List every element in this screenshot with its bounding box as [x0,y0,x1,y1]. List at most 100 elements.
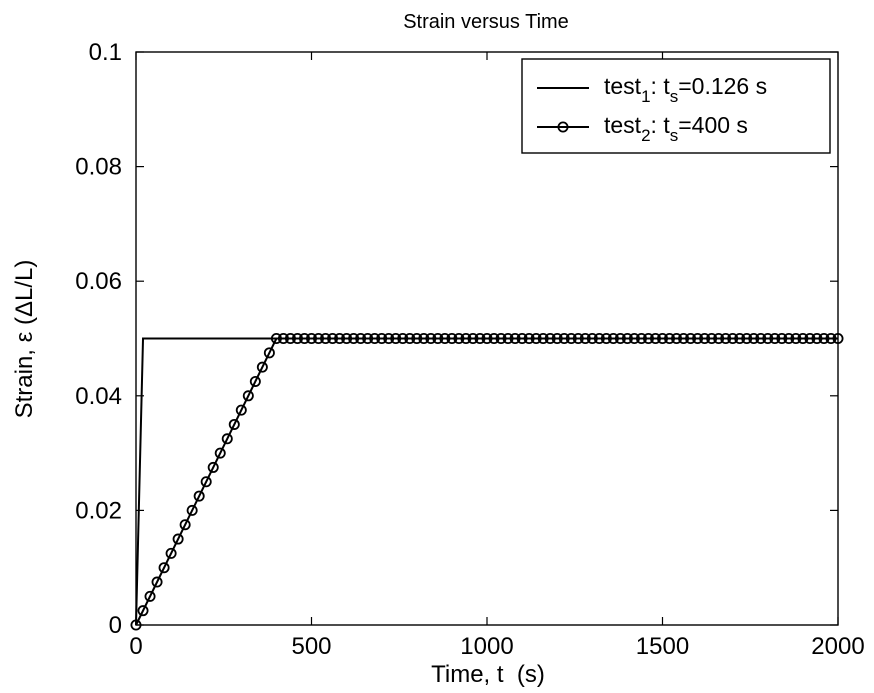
series-2-point [355,332,367,344]
series-2-point [200,476,212,488]
series-2-point [313,332,325,344]
series-2-point [755,332,767,344]
series-2-point [263,347,275,359]
series-2-point [439,332,451,344]
series-2-point [474,332,486,344]
series-2-point [713,332,725,344]
series-2-point [699,332,711,344]
series-2-point [551,332,563,344]
series-2-point [621,332,633,344]
legend-label-1: test1: ts=0.126 s [604,73,767,106]
series-2-point [685,332,697,344]
series-2-point [825,332,837,344]
series-2-point [277,332,289,344]
series-2-point [516,332,528,344]
series-2-point [481,332,493,344]
series-2-point [607,332,619,344]
y-axis-label: Strain, ε (ΔL/L) [11,260,38,419]
series-2-point [678,332,690,344]
series-2-point [818,332,830,344]
series-2-point [642,332,654,344]
legend-marker-2 [557,121,569,133]
series-2-point [270,332,282,344]
series-2-point [558,332,570,344]
series-2-point [151,576,163,588]
series-2-point [137,605,149,617]
series-2-point [628,332,640,344]
series-2-point [362,332,374,344]
series-2-point [593,332,605,344]
series-2-point [284,332,296,344]
series-2-point [249,375,261,387]
series-2-point [586,332,598,344]
series-2-point [797,332,809,344]
y-tick-label: 0.06 [75,268,122,295]
x-tick-label: 1500 [636,633,689,660]
series-2-point [502,332,514,344]
series-2-point [327,332,339,344]
series-2-point [383,332,395,344]
series-2-point [649,332,661,344]
series-2-point [720,332,732,344]
series-2-point [390,332,402,344]
series-2-point [748,332,760,344]
series-2-point [179,519,191,531]
series-2-point [165,547,177,559]
series-2-point [769,332,781,344]
series-2-point [537,332,549,344]
series-2-point [488,332,500,344]
x-axis: 0 500 1000 1500 2000 [129,52,865,660]
series-2-point [221,433,233,445]
series-2-point [404,332,416,344]
series-2-point [432,332,444,344]
series-2-point [425,332,437,344]
series-2-point [235,404,247,416]
chart-title: Strain versus Time [403,11,569,33]
series-2-point [305,332,317,344]
series-2-point [600,332,612,344]
series-2-point [298,332,310,344]
series-2-point [727,332,739,344]
x-tick-label: 2000 [811,633,864,660]
series-2-point [572,332,584,344]
series-2-point [334,332,346,344]
series-2-point [242,390,254,402]
series-2-point [158,562,170,574]
series-2-point [256,361,268,373]
series-2-point [523,332,535,344]
series-2-point [411,332,423,344]
series-2-point [460,332,472,344]
series-2-point [228,418,240,430]
y-tick-label: 0 [109,612,122,639]
series-2-point [530,332,542,344]
series-2-point [214,447,226,459]
series-2-point [495,332,507,344]
y-tick-label: 0.04 [75,383,122,410]
series-2-point [706,332,718,344]
series-2-point [692,332,704,344]
y-axis: 0 0.02 0.04 0.06 0.08 0.1 [75,39,838,639]
series-2-point [130,619,142,631]
series-2-point [467,332,479,344]
series-2-point [341,332,353,344]
series-2-point [291,332,303,344]
series-2-point [207,461,219,473]
series-2-point [186,504,198,516]
series-2-point [776,332,788,344]
y-tick-label: 0.08 [75,154,122,181]
series-group [130,332,844,631]
y-tick-label: 0.02 [75,497,122,524]
x-tick-label: 0 [129,633,142,660]
series-2-point [369,332,381,344]
series-2-point [544,332,556,344]
series-2-point [509,332,521,344]
series-2-point [671,332,683,344]
series-2-point [320,332,332,344]
series-2-point [664,332,676,344]
series-2-point [193,490,205,502]
x-tick-label: 1000 [460,633,513,660]
y-tick-label: 0.1 [89,39,122,66]
series-2-point [397,332,409,344]
series-2-point [762,332,774,344]
